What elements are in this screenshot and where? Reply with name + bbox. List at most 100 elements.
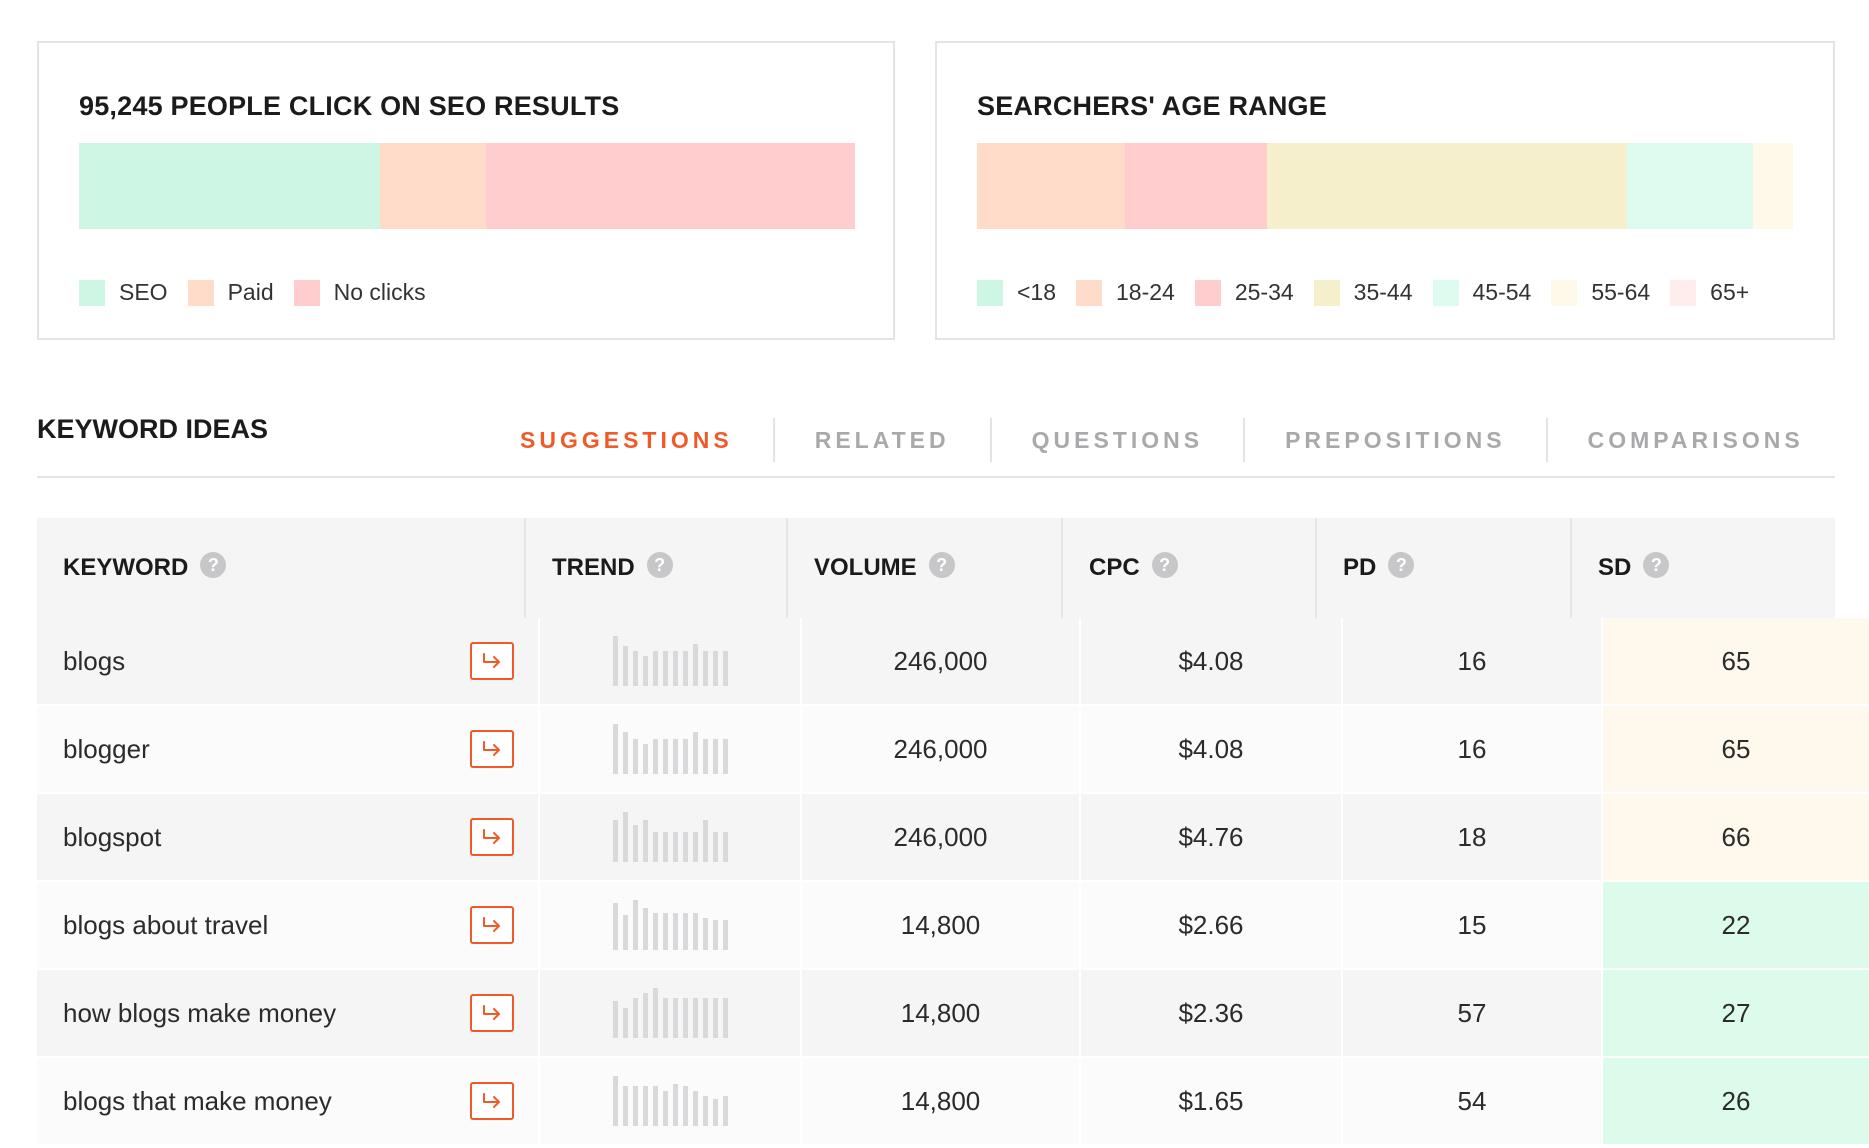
column-header-label: PD	[1343, 554, 1377, 581]
trend-bar	[722, 920, 728, 950]
seo-legend-item: No clicks	[293, 279, 426, 306]
keyword-text[interactable]: blogs about travel	[63, 909, 269, 940]
table-body: blogs 246,000 $4.08 16 65 blogger 246,000 $4.08…	[37, 618, 1869, 1146]
pd-value: 15	[1457, 909, 1487, 940]
keyword-cell: blogger	[37, 706, 540, 794]
arrow-turn-right-icon	[483, 653, 500, 668]
cpc-cell: $2.36	[1081, 970, 1343, 1058]
age-range-title: SEARCHERS' AGE RANGE	[977, 91, 1327, 121]
trend-bar	[652, 1086, 658, 1126]
column-header-volume[interactable]: VOLUME?	[788, 518, 1063, 618]
column-header-label: TREND	[552, 554, 635, 581]
trend-sparkline	[612, 900, 728, 950]
tab-questions[interactable]: QUESTIONS	[992, 418, 1246, 462]
trend-bar	[712, 832, 718, 862]
sd-value: 65	[1721, 733, 1751, 764]
table-row: blogs about travel 14,800 $2.66 15 22	[37, 882, 1869, 970]
open-keyword-button[interactable]	[470, 730, 514, 768]
trend-bar	[692, 643, 698, 686]
age-legend-swatch	[1670, 279, 1697, 306]
keyword-text[interactable]: blogs that make money	[63, 1085, 332, 1116]
open-keyword-button[interactable]	[470, 1082, 514, 1120]
trend-bar	[702, 998, 708, 1038]
age-legend-label: 35-44	[1353, 279, 1413, 305]
age-range-card: SEARCHERS' AGE RANGE <18 18-24 25-34 35-44 4…	[935, 41, 1835, 340]
cpc-cell: $4.08	[1081, 706, 1343, 794]
trend-cell	[540, 618, 802, 706]
age-range-legend: <18 18-24 25-34 35-44 45-54 55-64 65+	[977, 279, 1769, 306]
open-keyword-button[interactable]	[470, 818, 514, 856]
sd-value: 26	[1721, 1085, 1751, 1116]
help-icon[interactable]: ?	[200, 552, 227, 578]
seo-legend-swatch	[79, 279, 105, 306]
trend-bar	[712, 739, 718, 774]
seo-legend-label: SEO	[119, 279, 168, 305]
trend-bar	[682, 1086, 688, 1126]
column-header-pd[interactable]: PD?	[1317, 518, 1572, 618]
column-header-trend[interactable]: TREND?	[526, 518, 788, 618]
age-legend-label: 45-54	[1472, 279, 1532, 305]
trend-cell	[540, 1058, 802, 1146]
tab-prepositions[interactable]: PREPOSITIONS	[1245, 418, 1548, 462]
keyword-text[interactable]: how blogs make money	[63, 997, 337, 1028]
open-keyword-button[interactable]	[470, 994, 514, 1032]
seo-legend-swatch	[187, 279, 214, 306]
volume-cell: 246,000	[802, 706, 1081, 794]
trend-bar	[612, 636, 618, 686]
trend-sparkline	[612, 724, 728, 774]
keyword-cell: how blogs make money	[37, 970, 540, 1058]
trend-bar	[652, 651, 658, 686]
pd-value: 18	[1457, 821, 1487, 852]
pd-value: 54	[1457, 1085, 1487, 1116]
seo-clicks-legend: SEO Paid No clicks	[79, 279, 446, 306]
keyword-cell: blogs about travel	[37, 882, 540, 970]
cpc-value: $2.66	[1178, 909, 1244, 940]
trend-bar	[662, 998, 668, 1038]
age-legend-label: 55-64	[1591, 279, 1651, 305]
trend-bar	[622, 731, 628, 774]
cpc-cell: $4.76	[1081, 794, 1343, 882]
volume-value: 14,800	[900, 997, 981, 1028]
tab-suggestions[interactable]: SUGGESTIONS	[495, 418, 775, 462]
age-legend-label: 25-34	[1234, 279, 1294, 305]
help-icon[interactable]: ?	[1388, 552, 1415, 578]
help-icon[interactable]: ?	[646, 552, 673, 578]
column-header-sd[interactable]: SD?	[1572, 518, 1835, 618]
trend-bar	[672, 832, 678, 862]
pd-value: 57	[1457, 997, 1487, 1028]
column-header-keyword[interactable]: KEYWORD?	[37, 518, 526, 618]
help-icon[interactable]: ?	[1151, 552, 1178, 578]
tab-related[interactable]: RELATED	[775, 418, 992, 462]
pd-value: 16	[1457, 645, 1487, 676]
pd-cell: 16	[1343, 618, 1603, 706]
trend-bar	[722, 998, 728, 1038]
trend-bar	[642, 907, 648, 950]
trend-bar	[722, 832, 728, 862]
trend-bar	[642, 744, 648, 774]
trend-bar	[702, 1096, 708, 1126]
pd-value: 16	[1457, 733, 1487, 764]
trend-bar	[702, 739, 708, 774]
column-header-cpc[interactable]: CPC?	[1063, 518, 1317, 618]
tab-comparisons[interactable]: COMPARISONS	[1587, 427, 1804, 453]
tabs-divider	[37, 476, 1835, 478]
keyword-text[interactable]: blogger	[63, 733, 150, 764]
help-icon[interactable]: ?	[928, 552, 955, 578]
trend-bar	[712, 920, 718, 950]
trend-bar	[702, 651, 708, 686]
trend-bar	[632, 900, 638, 950]
sd-cell: 66	[1603, 794, 1869, 882]
open-keyword-button[interactable]	[470, 642, 514, 680]
seo-segment	[79, 143, 381, 229]
open-keyword-button[interactable]	[470, 906, 514, 944]
trend-bar	[712, 1098, 718, 1126]
trend-bar	[622, 1086, 628, 1126]
column-header-label: CPC	[1089, 554, 1140, 581]
keyword-text[interactable]: blogs	[63, 645, 126, 676]
sd-value: 65	[1721, 645, 1751, 676]
table-row: how blogs make money 14,800 $2.36 57 27	[37, 970, 1869, 1058]
seo-legend-item: SEO	[79, 279, 168, 306]
help-icon[interactable]: ?	[1643, 552, 1670, 578]
keyword-text[interactable]: blogspot	[63, 821, 162, 852]
seo-legend-label: Paid	[227, 279, 274, 305]
